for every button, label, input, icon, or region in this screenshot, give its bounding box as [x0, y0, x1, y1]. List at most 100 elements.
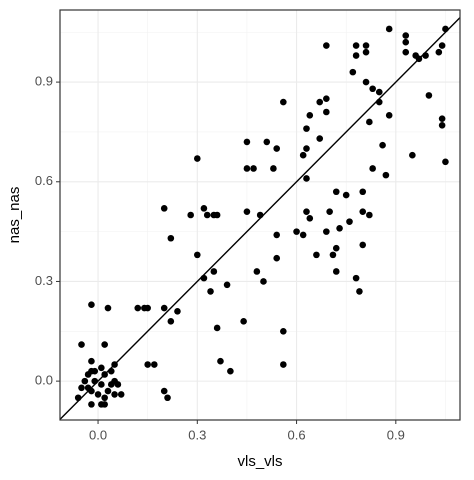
- point: [134, 304, 142, 312]
- point: [160, 387, 168, 395]
- point: [409, 151, 416, 159]
- point: [323, 108, 330, 116]
- point: [332, 188, 340, 196]
- point: [88, 401, 95, 408]
- point: [263, 138, 271, 146]
- point: [332, 268, 340, 275]
- point: [203, 211, 211, 219]
- point: [366, 118, 373, 126]
- x-axis-title: vls_vls: [237, 453, 282, 470]
- point: [352, 274, 360, 282]
- panel-border: [59, 9, 461, 421]
- point: [280, 98, 287, 106]
- point: [366, 211, 373, 219]
- point: [187, 211, 194, 219]
- point: [200, 205, 208, 212]
- point: [425, 92, 433, 99]
- point: [273, 145, 281, 152]
- point: [104, 304, 112, 312]
- point: [349, 68, 357, 76]
- point: [352, 42, 360, 49]
- point: [88, 357, 95, 365]
- point: [342, 191, 350, 199]
- point: [167, 234, 175, 242]
- point: [78, 341, 85, 348]
- point: [303, 145, 310, 152]
- point: [227, 367, 234, 375]
- point: [323, 42, 330, 49]
- point: [362, 48, 370, 56]
- x-tick-label: 0.3: [188, 427, 206, 442]
- point: [74, 394, 82, 402]
- point: [362, 42, 370, 49]
- y-axis-title: nas_nas: [6, 187, 23, 244]
- point: [306, 112, 314, 119]
- point: [329, 251, 337, 259]
- point: [303, 175, 310, 182]
- point: [359, 208, 367, 215]
- point: [270, 165, 277, 172]
- point: [438, 115, 446, 122]
- point: [114, 381, 122, 388]
- point: [323, 228, 330, 235]
- point: [107, 381, 115, 388]
- point: [438, 42, 446, 49]
- point: [369, 85, 376, 93]
- point: [144, 304, 151, 312]
- point: [435, 48, 443, 56]
- y-tick-label: 0.0: [35, 373, 53, 388]
- point: [240, 318, 247, 325]
- point: [385, 25, 393, 33]
- point: [375, 98, 383, 106]
- point: [438, 121, 446, 129]
- point: [250, 165, 257, 172]
- point: [332, 244, 340, 252]
- point: [91, 377, 99, 385]
- point: [280, 327, 287, 335]
- point: [243, 138, 251, 146]
- point: [326, 208, 333, 215]
- point: [316, 98, 324, 106]
- point: [164, 394, 171, 402]
- point: [299, 231, 307, 239]
- point: [299, 151, 307, 159]
- point: [160, 304, 168, 312]
- point: [94, 391, 102, 398]
- point: [256, 211, 264, 219]
- point: [78, 384, 85, 392]
- point: [346, 218, 353, 225]
- point: [144, 361, 151, 368]
- point: [293, 228, 300, 235]
- point: [369, 165, 376, 172]
- point: [402, 38, 410, 46]
- y-tick-label: 0.6: [35, 173, 53, 188]
- point: [336, 224, 343, 232]
- point: [194, 155, 201, 162]
- point: [174, 308, 181, 315]
- point: [359, 241, 367, 249]
- point: [84, 371, 92, 378]
- point: [402, 48, 410, 56]
- point: [306, 215, 314, 222]
- point: [402, 32, 410, 39]
- point: [167, 318, 175, 325]
- point: [273, 231, 281, 239]
- point: [253, 268, 261, 275]
- point: [104, 387, 112, 395]
- point: [107, 367, 115, 375]
- point: [150, 361, 158, 368]
- point: [81, 377, 89, 385]
- point: [207, 288, 214, 295]
- point: [303, 208, 310, 215]
- point: [362, 78, 370, 86]
- point: [243, 208, 251, 215]
- point: [316, 135, 324, 142]
- point: [111, 391, 118, 398]
- point: [243, 165, 251, 172]
- point: [200, 274, 208, 282]
- point: [101, 401, 108, 408]
- point: [223, 281, 231, 289]
- x-tick-label: 0.9: [387, 427, 405, 442]
- y-tick-label: 0.9: [35, 74, 53, 89]
